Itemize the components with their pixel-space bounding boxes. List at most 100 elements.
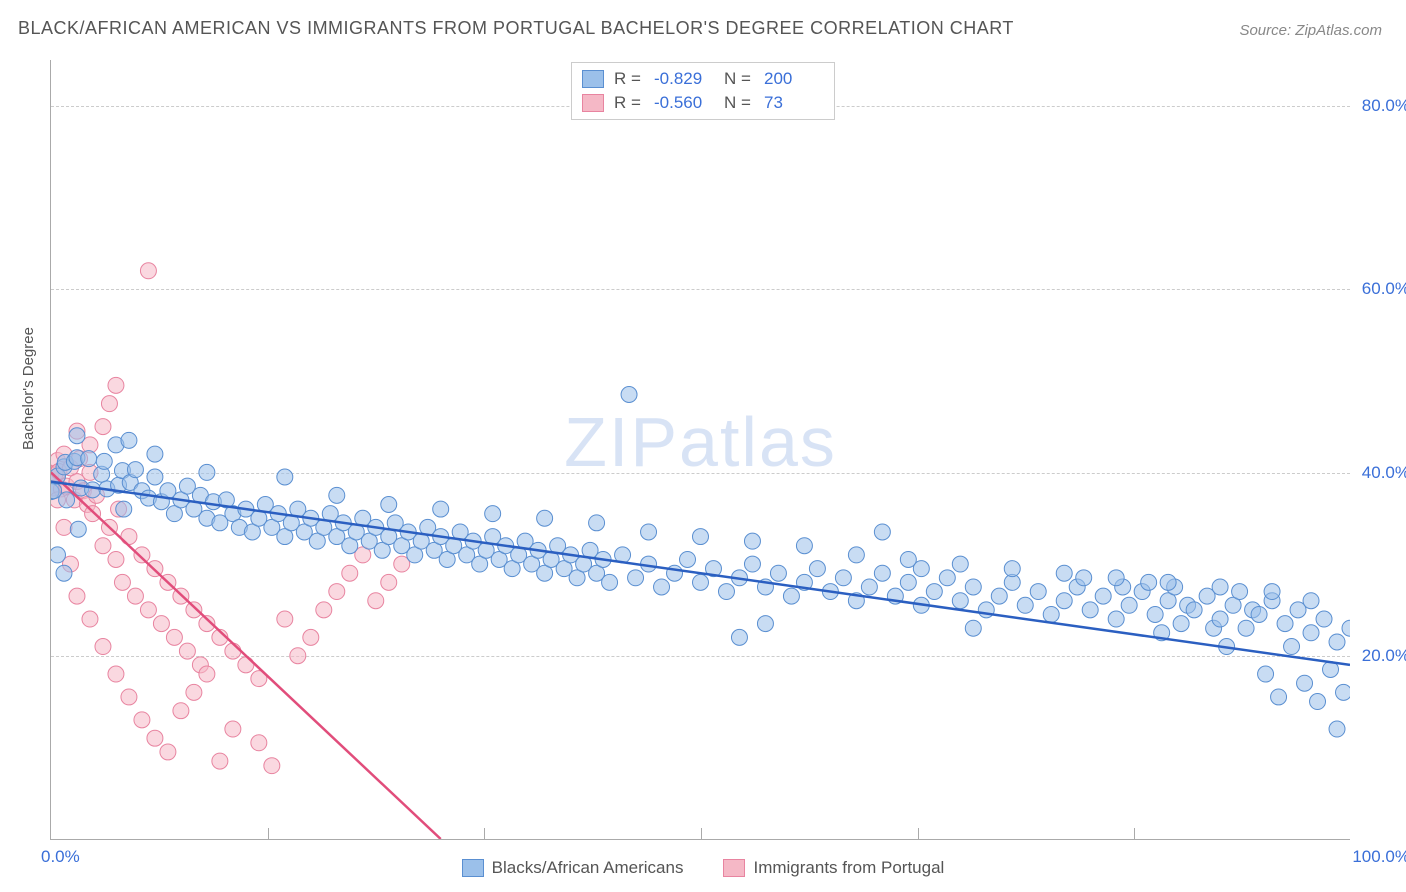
scatter-point	[251, 735, 267, 751]
scatter-point	[1056, 593, 1072, 609]
scatter-point	[1238, 620, 1254, 636]
scatter-point	[861, 579, 877, 595]
scatter-point	[186, 602, 202, 618]
legend-item-0: Blacks/African Americans	[462, 858, 684, 878]
scatter-point	[95, 538, 111, 554]
scatter-point	[114, 574, 130, 590]
legend-n-label: N =	[724, 93, 754, 113]
scatter-point	[991, 588, 1007, 604]
ytick-label: 40.0%	[1362, 463, 1406, 483]
scatter-point	[1329, 634, 1345, 650]
scatter-point	[277, 611, 293, 627]
scatter-point	[770, 565, 786, 581]
scatter-point	[1121, 597, 1137, 613]
ytick-label: 80.0%	[1362, 96, 1406, 116]
scatter-point	[85, 482, 101, 498]
legend-item-1: Immigrants from Portugal	[723, 858, 944, 878]
scatter-point	[1141, 574, 1157, 590]
scatter-point	[809, 561, 825, 577]
scatter-point	[1173, 616, 1189, 632]
scatter-point	[1056, 565, 1072, 581]
scatter-point	[744, 533, 760, 549]
scatter-point	[628, 570, 644, 586]
scatter-point	[127, 588, 143, 604]
scatter-point	[70, 521, 86, 537]
legend-row-0: R = -0.829 N = 200	[582, 67, 824, 91]
scatter-point	[485, 506, 501, 522]
scatter-point	[1342, 620, 1350, 636]
scatter-point	[179, 643, 195, 659]
scatter-point	[1030, 584, 1046, 600]
scatter-point	[303, 629, 319, 645]
y-axis-label: Bachelor's Degree	[20, 327, 37, 450]
scatter-point	[381, 574, 397, 590]
scatter-point	[1017, 597, 1033, 613]
scatter-point	[59, 492, 75, 508]
scatter-point	[95, 419, 111, 435]
scatter-point	[116, 501, 132, 517]
legend-swatch-1	[582, 94, 604, 112]
legend-r-label: R =	[614, 69, 644, 89]
scatter-point	[225, 721, 241, 737]
scatter-point	[1186, 602, 1202, 618]
scatter-point	[965, 620, 981, 636]
scatter-point	[108, 666, 124, 682]
scatter-point	[654, 579, 670, 595]
scatter-point	[1082, 602, 1098, 618]
scatter-point	[1277, 616, 1293, 632]
scatter-point	[173, 703, 189, 719]
scatter-point	[1004, 561, 1020, 577]
ytick-label: 60.0%	[1362, 279, 1406, 299]
scatter-point	[731, 629, 747, 645]
scatter-point	[329, 487, 345, 503]
scatter-point	[134, 547, 150, 563]
scatter-point	[134, 712, 150, 728]
scatter-point	[96, 453, 112, 469]
scatter-point	[121, 432, 137, 448]
scatter-point	[641, 524, 657, 540]
scatter-point	[381, 496, 397, 512]
scatter-point	[1264, 584, 1280, 600]
legend-correlation: R = -0.829 N = 200 R = -0.560 N = 73	[571, 62, 835, 120]
trend-line	[51, 482, 1350, 665]
scatter-point	[108, 377, 124, 393]
legend-n-value-0: 200	[764, 69, 824, 89]
scatter-point	[589, 515, 605, 531]
legend-bottom-label-0: Blacks/African Americans	[492, 858, 684, 878]
scatter-point	[602, 574, 618, 590]
scatter-point	[1108, 611, 1124, 627]
legend-n-value-1: 73	[764, 93, 824, 113]
scatter-point	[147, 730, 163, 746]
scatter-point	[316, 602, 332, 618]
legend-row-1: R = -0.560 N = 73	[582, 91, 824, 115]
scatter-point	[342, 565, 358, 581]
scatter-point	[329, 584, 345, 600]
legend-bottom-swatch-0	[462, 859, 484, 877]
legend-r-label: R =	[614, 93, 644, 113]
scatter-point	[1212, 579, 1228, 595]
scatter-point	[1336, 684, 1350, 700]
legend-bottom-label-1: Immigrants from Portugal	[753, 858, 944, 878]
scatter-point	[140, 602, 156, 618]
scatter-point	[693, 529, 709, 545]
legend-r-value-0: -0.829	[654, 69, 714, 89]
scatter-point	[952, 556, 968, 572]
scatter-point	[166, 629, 182, 645]
scatter-point	[1212, 611, 1228, 627]
scatter-point	[82, 611, 98, 627]
scatter-point	[1095, 588, 1111, 604]
scatter-point	[900, 551, 916, 567]
scatter-point	[433, 501, 449, 517]
scatter-point	[108, 551, 124, 567]
scatter-point	[69, 428, 85, 444]
scatter-point	[952, 593, 968, 609]
scatter-point	[1310, 694, 1326, 710]
scatter-point	[926, 584, 942, 600]
scatter-point	[81, 451, 97, 467]
scatter-point	[368, 593, 384, 609]
scatter-point	[153, 616, 169, 632]
scatter-point	[199, 666, 215, 682]
scatter-point	[101, 396, 117, 412]
scatter-point	[874, 524, 890, 540]
scatter-point	[69, 588, 85, 604]
